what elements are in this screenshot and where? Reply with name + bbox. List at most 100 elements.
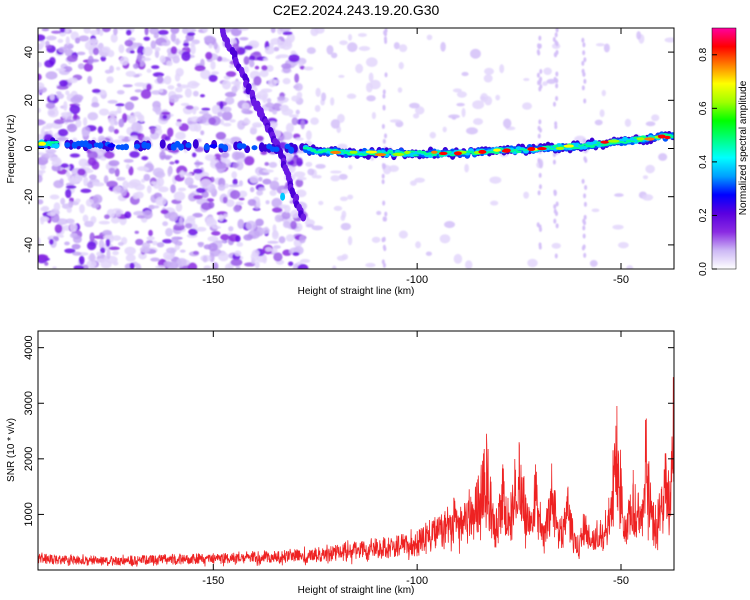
noise-blob (69, 153, 81, 158)
noise-blob (134, 89, 143, 93)
track-blob (86, 143, 93, 150)
noise-blob (66, 123, 78, 133)
noise-blob (154, 47, 161, 52)
noise-blob (244, 45, 253, 50)
colorbar-tick-label: 0.4 (698, 155, 709, 169)
noise-blob (66, 207, 72, 213)
noise-blob (503, 118, 512, 129)
noise-blob (42, 125, 53, 130)
streak-blob (382, 104, 386, 110)
noise-blob (63, 43, 74, 50)
diagonal-feature (219, 28, 307, 222)
noise-blob (175, 37, 180, 46)
noise-blob (144, 28, 149, 36)
noise-blob (292, 263, 300, 269)
noise-blob (129, 151, 140, 158)
noise-blob (175, 87, 183, 93)
noise-blob (315, 87, 321, 98)
noise-blob (266, 97, 272, 104)
noise-blob (69, 222, 78, 233)
noise-blob (152, 181, 161, 189)
noise-blob (205, 218, 217, 228)
noise-blob (98, 239, 105, 249)
noise-blob (305, 216, 310, 221)
noise-blob (45, 102, 56, 109)
noise-blob (87, 75, 93, 85)
noise-blob (150, 127, 156, 135)
noise-blob (77, 168, 86, 176)
noise-blob (273, 177, 279, 181)
noise-blob (66, 55, 78, 63)
track-blob (445, 151, 452, 154)
noise-blob (339, 40, 348, 46)
noise-blob (368, 72, 374, 83)
noise-blob (624, 118, 632, 127)
noise-blob (311, 225, 324, 231)
noise-blob (154, 49, 160, 59)
noise-blob (305, 130, 312, 141)
noise-blob (232, 178, 238, 186)
noise-blob (117, 241, 124, 246)
noise-blob (150, 257, 160, 262)
colorbar-tick-label: 0.2 (698, 208, 709, 222)
noise-blob (115, 103, 125, 107)
streak-blob (537, 190, 541, 196)
noise-blob (180, 102, 190, 107)
streak-blob (553, 208, 557, 214)
track-hotspot (644, 137, 655, 141)
noise-blob (146, 185, 152, 194)
track-hotspot (374, 153, 387, 157)
noise-blob (130, 96, 139, 101)
noise-blob (191, 152, 197, 158)
noise-blob (178, 123, 190, 132)
noise-blob (259, 69, 269, 78)
streak-blob (538, 242, 542, 248)
noise-blob (87, 157, 97, 166)
track-blob (493, 151, 500, 155)
noise-blob (118, 44, 125, 54)
noise-blob (46, 211, 56, 217)
streak-blob (539, 68, 543, 74)
streak-blob (582, 42, 586, 48)
x-tick-label: -50 (613, 274, 629, 286)
noise-blob (88, 174, 97, 180)
noise-blob (466, 127, 478, 135)
noise-blob (38, 61, 43, 68)
noise-blob (59, 79, 68, 87)
noise-blob (162, 221, 169, 227)
noise-blob (425, 251, 432, 256)
noise-blob (88, 38, 99, 44)
noise-blob (265, 200, 270, 205)
noise-blob (143, 173, 151, 182)
noise-blob (241, 108, 249, 114)
track-blob (629, 140, 636, 143)
y-tick-label: 0 (23, 145, 35, 151)
streak-blob (583, 201, 587, 207)
noise-blob (89, 264, 95, 269)
noise-blob (258, 187, 266, 192)
noise-blob (346, 93, 357, 99)
streak-blob (554, 32, 558, 38)
streak-blob (537, 125, 541, 131)
noise-blob (358, 46, 371, 51)
noise-blob (264, 162, 270, 166)
noise-blob (60, 163, 69, 169)
track-blob (321, 149, 328, 153)
track-blob (134, 143, 141, 149)
noise-blob (340, 222, 352, 231)
noise-blob (357, 33, 367, 37)
noise-blob (291, 117, 299, 126)
streak-blob (552, 101, 556, 107)
noise-blob (64, 248, 76, 254)
noise-blob (116, 66, 121, 71)
streak-blob (537, 133, 541, 139)
noise-blob (260, 227, 270, 234)
noise-blob (59, 28, 66, 33)
noise-blob (243, 65, 250, 74)
noise-blob (626, 265, 634, 269)
noise-blob (44, 261, 49, 266)
noise-blob (295, 178, 304, 188)
noise-blob (83, 62, 94, 72)
noise-blob (287, 261, 294, 267)
track-blob (306, 146, 313, 149)
